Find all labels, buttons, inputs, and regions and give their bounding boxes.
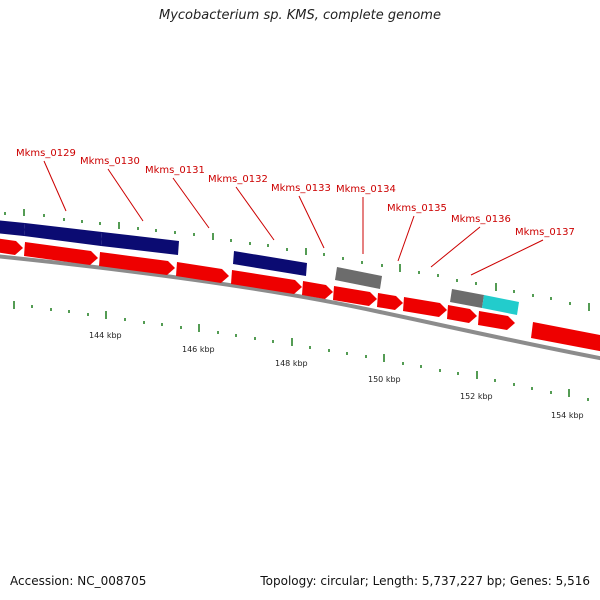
- gene-feature-red[interactable]: [478, 311, 515, 330]
- gene-label[interactable]: Mkms_0131: [145, 165, 205, 176]
- leader-line: [43, 160, 67, 212]
- kbp-label: 150 kbp: [368, 375, 401, 384]
- gene-feature-red[interactable]: [24, 242, 98, 265]
- gene-label[interactable]: Mkms_0137: [515, 227, 575, 238]
- gene-feature-navy[interactable]: [101, 232, 179, 255]
- kbp-label: 148 kbp: [275, 359, 308, 368]
- leader-line: [430, 226, 481, 268]
- upper-tick-row: [4, 209, 590, 311]
- leader-line: [470, 239, 544, 276]
- gene-feature-gray[interactable]: [335, 267, 382, 289]
- gene-feature-gray[interactable]: [450, 289, 484, 308]
- gene-feature-cyan[interactable]: [482, 295, 519, 315]
- leader-line: [298, 195, 325, 249]
- genome-title: Mycobacterium sp. KMS, complete genome: [159, 8, 441, 23]
- gene-labels: Mkms_0129 Mkms_0130 Mkms_0131 Mkms_0132 …: [16, 148, 575, 238]
- genome-backbone: [0, 254, 600, 361]
- scale-labels: 144 kbp 146 kbp 148 kbp 150 kbp 152 kbp …: [89, 331, 584, 420]
- gene-feature-red[interactable]: [99, 252, 175, 275]
- accession-text: Accession: NC_008705: [10, 574, 147, 588]
- gene-feature-red[interactable]: [176, 262, 229, 283]
- gene-feature-red[interactable]: [231, 270, 302, 294]
- gene-label[interactable]: Mkms_0134: [336, 184, 396, 195]
- gene-feature-red[interactable]: [0, 238, 23, 255]
- leader-line: [107, 168, 144, 222]
- gene-feature-red[interactable]: [447, 305, 477, 323]
- gene-track-lower: [0, 238, 600, 353]
- gene-track-upper: [0, 220, 519, 315]
- gene-feature-navy[interactable]: [0, 220, 25, 236]
- gene-feature-navy[interactable]: [24, 223, 102, 246]
- gene-feature-red[interactable]: [333, 286, 377, 306]
- gene-label[interactable]: Mkms_0130: [80, 156, 140, 167]
- kbp-label: 144 kbp: [89, 331, 122, 340]
- gene-feature-red[interactable]: [302, 281, 333, 299]
- gene-label[interactable]: Mkms_0136: [451, 214, 511, 225]
- gene-label[interactable]: Mkms_0133: [271, 183, 331, 194]
- genome-summary-text: Topology: circular; Length: 5,737,227 bp…: [260, 574, 590, 588]
- leader-line: [172, 177, 210, 229]
- leader-line: [397, 215, 415, 262]
- leader-line: [235, 186, 275, 241]
- kbp-label: 146 kbp: [182, 345, 215, 354]
- gene-label-leaders: [43, 160, 544, 276]
- kbp-label: 154 kbp: [551, 411, 584, 420]
- kbp-label: 152 kbp: [460, 392, 493, 401]
- gene-feature-red[interactable]: [403, 297, 447, 317]
- gene-feature-red[interactable]: [377, 293, 403, 310]
- gene-label[interactable]: Mkms_0129: [16, 148, 76, 159]
- scale-tick-row: [13, 301, 589, 401]
- gene-label[interactable]: Mkms_0135: [387, 203, 447, 214]
- gene-feature-red[interactable]: [531, 322, 600, 353]
- gene-feature-navy[interactable]: [233, 251, 307, 276]
- gene-label[interactable]: Mkms_0132: [208, 174, 268, 185]
